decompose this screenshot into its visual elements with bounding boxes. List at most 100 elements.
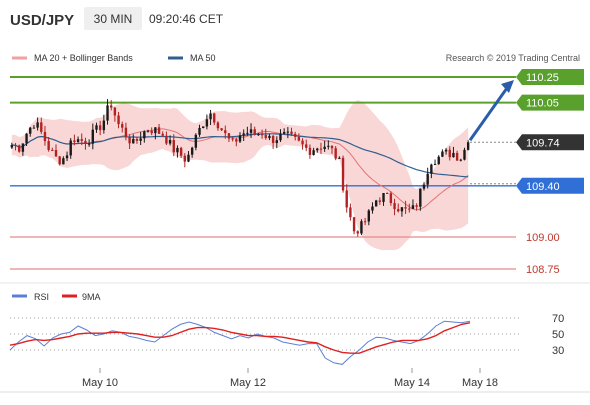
- timeframe-label: 30 MIN: [94, 12, 133, 26]
- x-tick-may-14: May 14: [394, 377, 430, 389]
- chart-symbol: USD/JPY: [10, 12, 74, 29]
- candle-body: [157, 127, 161, 134]
- candle-body: [397, 209, 400, 212]
- candle-body: [132, 138, 135, 144]
- x-tick-may-18: May 18: [462, 377, 498, 389]
- candle-body: [238, 135, 242, 142]
- candle-body: [10, 144, 14, 148]
- rsi-tick-70: 70: [552, 313, 564, 325]
- candle-body: [352, 217, 356, 232]
- candle-body: [356, 231, 359, 234]
- candle-body: [271, 135, 275, 144]
- candle-body: [106, 105, 109, 121]
- candle-body: [294, 133, 297, 137]
- candle-body: [14, 144, 17, 146]
- candle-body: [18, 145, 21, 152]
- candle-body: [330, 145, 334, 149]
- candle-body: [25, 133, 28, 144]
- candle-body: [349, 207, 352, 218]
- candle-body: [282, 131, 286, 134]
- ma20-legend-label: MA 20 + Bollinger Bands: [34, 53, 133, 63]
- candle-body: [466, 142, 470, 150]
- trend-arrow: [468, 80, 514, 142]
- candle-body: [183, 155, 186, 162]
- price-axis-labels: 110.25 110.05 109.74 109.40 109.00 108.75: [516, 69, 584, 276]
- candle-body: [441, 151, 444, 157]
- candle-body: [80, 139, 83, 141]
- rsi-axis-labels: 70 50 30: [552, 313, 564, 357]
- candle-body: [419, 188, 422, 207]
- candle-body: [179, 147, 183, 156]
- x-tick-may-12: May 12: [230, 377, 266, 389]
- rsi-grid: [10, 317, 520, 351]
- candle-body: [360, 221, 363, 234]
- candle-body: [378, 200, 382, 202]
- ma9-legend-label: 9MA: [82, 292, 101, 302]
- candle-body: [220, 128, 223, 131]
- candle-body: [32, 127, 36, 129]
- candle-body: [452, 152, 455, 158]
- candle-body: [363, 221, 367, 223]
- candle-body: [227, 133, 231, 139]
- candle-body: [371, 206, 374, 211]
- price-label-108-75: 108.75: [526, 264, 560, 276]
- rsi-line: [9, 320, 471, 365]
- candle-body: [249, 129, 253, 133]
- candle-body: [312, 150, 315, 155]
- price-label-box-110-25: [516, 69, 584, 85]
- price-levels: [10, 76, 520, 270]
- price-label-109-40: 109.40: [526, 181, 560, 193]
- candle-body: [290, 131, 293, 134]
- candle-body: [319, 148, 323, 150]
- candle-body: [286, 131, 290, 133]
- timeframe-button[interactable]: [84, 7, 142, 30]
- candle-body: [216, 122, 220, 129]
- candle-body: [128, 137, 131, 144]
- candle-body: [448, 149, 451, 158]
- candle-body: [408, 208, 411, 210]
- candle-body: [327, 145, 330, 147]
- price-label-box-109-40: [516, 177, 584, 194]
- candle-body: [422, 184, 426, 189]
- candle-body: [305, 144, 308, 148]
- candle-body: [235, 139, 238, 142]
- candle-body: [95, 125, 98, 130]
- candlesticks: [10, 99, 470, 237]
- candle-body: [393, 203, 396, 210]
- candle-body: [47, 141, 50, 150]
- candle-body: [91, 129, 94, 144]
- candle-body: [135, 138, 139, 141]
- candle-body: [205, 119, 209, 127]
- candle-body: [51, 149, 54, 151]
- x-tick-may-10: May 10: [82, 377, 118, 389]
- candle-body: [334, 148, 337, 159]
- candle-body: [253, 129, 256, 136]
- candle-body: [62, 158, 65, 165]
- candle-body: [124, 127, 128, 138]
- candle-body: [139, 138, 142, 141]
- price-label-109-74: 109.74: [526, 137, 560, 149]
- candle-body: [246, 132, 249, 134]
- trend-arrow-head: [501, 80, 514, 93]
- candle-body: [98, 125, 102, 131]
- candle-body: [367, 210, 370, 222]
- candle-body: [190, 147, 194, 155]
- candle-body: [242, 133, 245, 136]
- candle-body: [209, 113, 212, 120]
- candle-body: [73, 140, 76, 142]
- candle-body: [154, 127, 157, 134]
- candle-body: [40, 122, 43, 132]
- candle-body: [87, 143, 91, 145]
- candle-body: [168, 140, 172, 144]
- candle-body: [415, 205, 418, 207]
- price-label-box-110-05: [516, 94, 584, 111]
- bollinger-band-area: [11, 100, 469, 251]
- candle-body: [146, 130, 150, 132]
- candle-body: [389, 193, 393, 204]
- ma50-legend-label: MA 50: [190, 53, 216, 63]
- candle-body: [143, 131, 146, 139]
- candle-body: [338, 157, 341, 159]
- candle-body: [187, 154, 190, 162]
- candle-body: [400, 207, 404, 212]
